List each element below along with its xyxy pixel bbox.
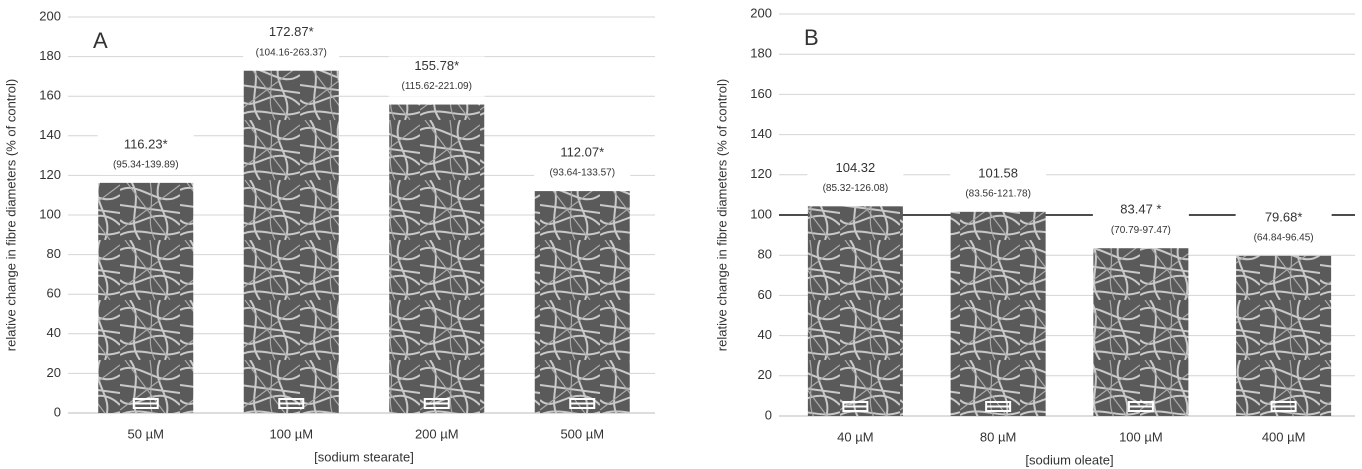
value-label: 83.47 *: [1120, 202, 1161, 217]
x-axis-title: [sodium stearate]: [314, 449, 414, 464]
y-tick-label: 140: [39, 127, 61, 142]
label-box: [534, 143, 631, 184]
interval-label: (93.64-133.57): [549, 168, 615, 179]
x-tick-label: 80 µM: [980, 429, 1016, 444]
panel-label: A: [93, 28, 108, 53]
label-box: [388, 56, 485, 97]
bar: [807, 206, 903, 416]
y-tick-label: 120: [39, 167, 61, 182]
x-axis-title: [sodium oleate]: [1025, 452, 1113, 467]
value-label: 172.87*: [269, 24, 314, 39]
interval-label: (83.56-121.78): [965, 188, 1031, 199]
y-tick-label: 20: [47, 365, 61, 380]
y-axis-title: relative change in fibre diameters (% of…: [714, 79, 729, 351]
y-tick-label: 140: [750, 126, 772, 141]
interval-label: (115.62-221.09): [402, 81, 472, 92]
interval-label: (64.84-96.45): [1254, 232, 1314, 243]
x-tick-label: 200 µM: [415, 426, 459, 441]
value-label: 155.78*: [414, 58, 459, 73]
y-tick-label: 40: [758, 327, 772, 342]
panel-label: B: [804, 25, 819, 50]
label-box: [950, 163, 1047, 204]
value-label: 112.07*: [560, 145, 604, 160]
interval-label: (70.79-97.47): [1111, 225, 1171, 236]
y-tick-label: 120: [750, 166, 772, 181]
x-tick-label: 40 µM: [837, 429, 873, 444]
y-tick-label: 60: [758, 287, 772, 302]
x-tick-label: 400 µM: [1262, 429, 1306, 444]
bar: [950, 211, 1046, 416]
label-box: [243, 22, 340, 63]
label-box: [1092, 200, 1189, 241]
bar: [98, 182, 194, 413]
y-tick-label: 200: [750, 5, 772, 20]
y-tick-label: 80: [758, 247, 772, 262]
y-tick-label: 180: [39, 48, 61, 63]
bar: [243, 70, 339, 413]
x-tick-label: 50 µM: [128, 426, 164, 441]
interval-label: (104.16-263.37): [256, 47, 327, 58]
y-tick-label: 40: [47, 325, 61, 340]
y-tick-label: 60: [47, 286, 61, 301]
x-tick-label: 100 µM: [1119, 429, 1163, 444]
y-tick-label: 100: [39, 206, 61, 221]
y-tick-label: 0: [54, 404, 61, 419]
bar: [1093, 248, 1189, 416]
y-tick-label: 20: [758, 367, 772, 382]
y-tick-label: 160: [750, 86, 772, 101]
bar: [1236, 255, 1332, 416]
value-label: 104.32: [835, 160, 875, 175]
label-box: [1235, 207, 1332, 248]
label-box: [807, 158, 904, 199]
y-tick-label: 160: [39, 88, 61, 103]
y-tick-label: 80: [47, 246, 61, 261]
bar: [534, 191, 630, 413]
x-tick-label: 500 µM: [560, 426, 604, 441]
bar: [389, 104, 485, 413]
x-tick-label: 100 µM: [269, 426, 313, 441]
y-tick-label: 100: [750, 206, 772, 221]
value-label: 101.58: [978, 165, 1018, 180]
y-tick-label: 200: [39, 8, 61, 23]
interval-label: (85.32-126.08): [823, 183, 889, 194]
y-tick-label: 0: [765, 407, 772, 422]
value-label: 79.68*: [1265, 209, 1303, 224]
y-tick-label: 180: [750, 46, 772, 61]
label-box: [97, 134, 194, 175]
y-axis-title: relative change in fibre diameters (% of…: [3, 79, 18, 351]
interval-label: (95.34-139.89): [113, 160, 179, 171]
value-label: 116.23*: [124, 136, 168, 151]
